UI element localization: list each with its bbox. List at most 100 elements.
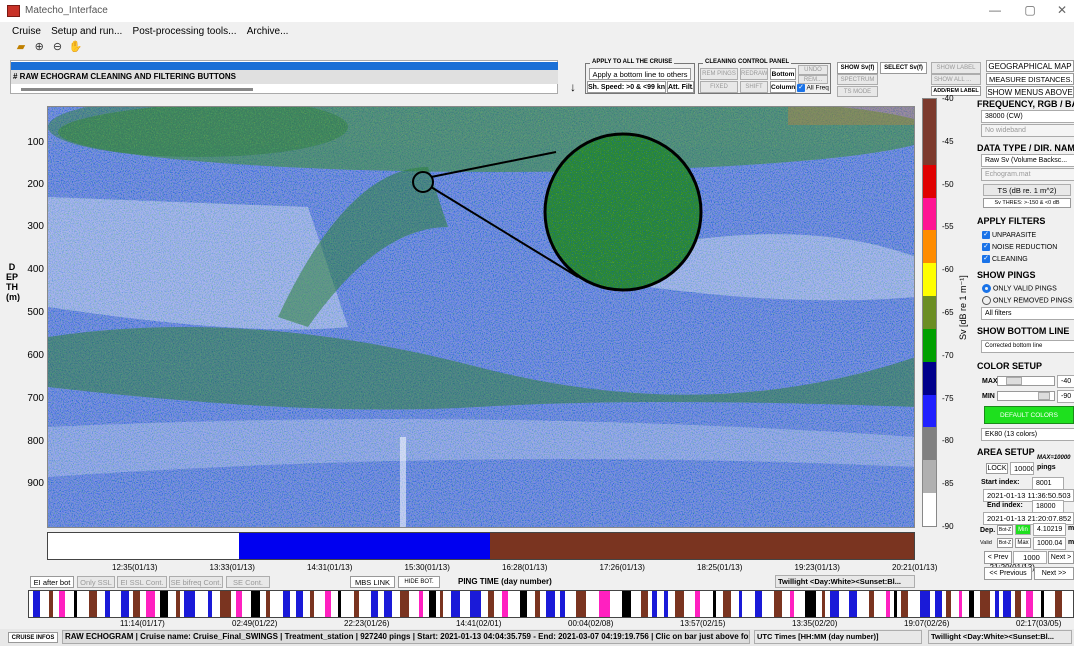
all-filters-dropdown[interactable]: All filters: [981, 307, 1074, 320]
column-button[interactable]: Column: [770, 81, 796, 93]
lock-button[interactable]: LOCK: [986, 463, 1008, 474]
frequency-dropdown[interactable]: 38000 (CW): [981, 110, 1074, 123]
colorbar-tick: -50: [942, 179, 954, 189]
cruise-infos-button[interactable]: CRUISE INFOS: [8, 632, 58, 643]
menu-cruise[interactable]: Cruise: [12, 26, 41, 37]
data-type-dropdown[interactable]: Raw Sv (Volume Backsc...: [981, 154, 1074, 167]
se-bifreq-button[interactable]: SE bifreq Cont.: [169, 576, 223, 588]
next-button[interactable]: Next >: [1048, 551, 1074, 564]
menu-postprocessing[interactable]: Post-processing tools...: [132, 26, 237, 37]
only-valid-label: ONLY VALID PINGS: [992, 285, 1057, 293]
overview-bar[interactable]: [28, 590, 1074, 618]
show-menus-button[interactable]: SHOW MENUS ABOVE: [986, 86, 1074, 98]
day-night-bar[interactable]: [47, 532, 915, 560]
unparasite-checkbox[interactable]: ✓ UNPARASITE: [982, 231, 1036, 239]
overview-stripe: [755, 591, 762, 617]
cleaning-checkbox[interactable]: ✓ CLEANING: [982, 255, 1028, 263]
min-value-field[interactable]: -90: [1057, 390, 1074, 403]
show-label-button[interactable]: SHOW LABEL: [931, 62, 981, 74]
overview-stripe: [822, 591, 825, 617]
undo-button[interactable]: UNDO: [798, 65, 828, 75]
down-arrow-icon[interactable]: ↓: [570, 80, 576, 94]
next-big-button[interactable]: Next >>: [1034, 567, 1074, 580]
noise-reduction-checkbox[interactable]: ✓ NOISE REDUCTION: [982, 243, 1057, 251]
max-value-field[interactable]: -40: [1057, 375, 1074, 388]
bot-z-button[interactable]: Bot-Z: [997, 525, 1013, 535]
prev-button[interactable]: < Prev: [984, 551, 1012, 564]
zoom-in-icon[interactable]: ⊕: [34, 41, 44, 53]
frequency-header: FREQUENCY, RGB / BAND: [977, 99, 1074, 109]
step-field[interactable]: 1000: [1013, 551, 1047, 564]
show-all-dropdown[interactable]: SHOW ALL ...: [931, 74, 981, 85]
maximize-button[interactable]: ▢: [1024, 3, 1036, 17]
lock-pings-field[interactable]: 10000: [1010, 462, 1034, 475]
overview-tick-label: 00:04(02/08): [568, 619, 614, 628]
previous-button[interactable]: << Previous: [984, 567, 1032, 580]
att-filter-button[interactable]: Att. Filt.: [667, 81, 694, 93]
all-freq-checkbox[interactable]: ✓ All Freq: [797, 84, 829, 92]
pings-label: pings: [1037, 464, 1056, 471]
min-slider[interactable]: [997, 391, 1055, 401]
show-sv-button[interactable]: SHOW Sv(f): [837, 62, 878, 74]
menu-archive[interactable]: Archive...: [246, 26, 289, 37]
apply-bottom-button[interactable]: Apply a bottom line to others: [589, 68, 691, 80]
only-removed-pings-radio[interactable]: ONLY REMOVED PINGS: [982, 296, 1072, 305]
bottom-line-dropdown[interactable]: Corrected bottom line: [981, 340, 1074, 353]
overview-stripe: [220, 591, 231, 617]
sv-threshold-button[interactable]: Sv THRES: >-150 & <0 dB: [983, 198, 1071, 208]
default-colors-button[interactable]: DEFAULT COLORS: [984, 406, 1074, 424]
echogram-plot[interactable]: [47, 106, 915, 528]
fixed-button[interactable]: FIXED: [700, 81, 738, 93]
zoom-out-icon[interactable]: ⊖: [52, 41, 63, 53]
y-tick-label: 500: [27, 307, 44, 318]
wideband-dropdown[interactable]: No wideband: [981, 124, 1074, 137]
twilight-status-dropdown[interactable]: Twillight <Day:White><Sunset:Bl...: [928, 630, 1072, 644]
ei-ssl-button[interactable]: EI SSL Cont.: [117, 576, 167, 588]
horizontal-scrollbar[interactable]: [21, 88, 253, 91]
speed-filter-button[interactable]: Sh. Speed: >0 & <99 kn: [587, 81, 666, 93]
ts-mode-button[interactable]: TS MODE: [837, 86, 878, 97]
open-folder-icon[interactable]: ▰: [16, 41, 26, 53]
palette-dropdown[interactable]: EK80 (13 colors): [981, 428, 1074, 441]
only-ssl-button[interactable]: Only SSL: [77, 576, 115, 588]
geographical-map-button[interactable]: GEOGRAPHICAL MAP: [986, 60, 1074, 72]
se-cont-button[interactable]: SE Cont.: [226, 576, 270, 588]
bottom-button[interactable]: Bottom: [770, 68, 796, 80]
max-depth-button[interactable]: Max: [1015, 538, 1031, 548]
menu-setup[interactable]: Setup and run...: [51, 26, 123, 37]
bot-z-button-2[interactable]: Bot-Z: [997, 538, 1013, 548]
shift-button[interactable]: SHIFT: [740, 81, 768, 93]
pan-hand-icon[interactable]: ✋: [68, 41, 83, 53]
add-rem-label-button[interactable]: ADD/REM LABEL: [931, 86, 981, 96]
measure-dropdown[interactable]: MEASURE DISTANCES...: [986, 73, 1074, 85]
overview-stripe: [146, 591, 155, 617]
twilight-dropdown[interactable]: Twillight <Day:White><Sunset:Bl...: [775, 575, 915, 588]
x-tick-label: 17:26(01/13): [599, 563, 645, 572]
rem-button[interactable]: REM...: [798, 75, 828, 84]
colorbar-segment: [923, 230, 936, 264]
max-slider[interactable]: [997, 376, 1055, 386]
depth-max-field[interactable]: 1000.04: [1033, 537, 1066, 550]
utc-dropdown[interactable]: UTC Times [HH:MM (day number)]: [754, 630, 922, 644]
spectrum-button[interactable]: SPECTRUM: [837, 74, 878, 85]
select-sv-button[interactable]: SELECT Sv(f): [880, 62, 927, 74]
hide-bot-button[interactable]: HIDE BOT.: [398, 576, 440, 588]
min-depth-button[interactable]: Min: [1015, 524, 1031, 535]
overview-tick-label: 02:17(03/05): [1016, 619, 1062, 628]
minimize-button[interactable]: —: [989, 3, 1001, 17]
overview-stripe: [74, 591, 77, 617]
mbs-link-button[interactable]: MBS LINK: [350, 576, 395, 588]
check-icon: ✓: [982, 255, 990, 263]
panel-title: # RAW ECHOGRAM CLEANING AND FILTERING BU…: [11, 70, 558, 84]
ts-button[interactable]: TS (dB re. 1 m^2): [983, 184, 1071, 196]
file-dropdown[interactable]: Echogram.mat: [981, 168, 1074, 181]
close-button[interactable]: ✕: [1056, 3, 1068, 17]
only-valid-pings-radio[interactable]: ONLY VALID PINGS: [982, 284, 1057, 293]
overview-stripe: [1026, 591, 1033, 617]
x-tick-label: 12:35(01/13): [112, 563, 158, 572]
redraw-button[interactable]: REDRAW: [740, 68, 768, 80]
ei-after-bot-button[interactable]: EI after bot: [30, 576, 74, 588]
depth-min-field[interactable]: 4.10219: [1033, 523, 1066, 536]
rem-pings-button[interactable]: REM PINGS: [700, 68, 738, 80]
overview-stripe: [325, 591, 331, 617]
